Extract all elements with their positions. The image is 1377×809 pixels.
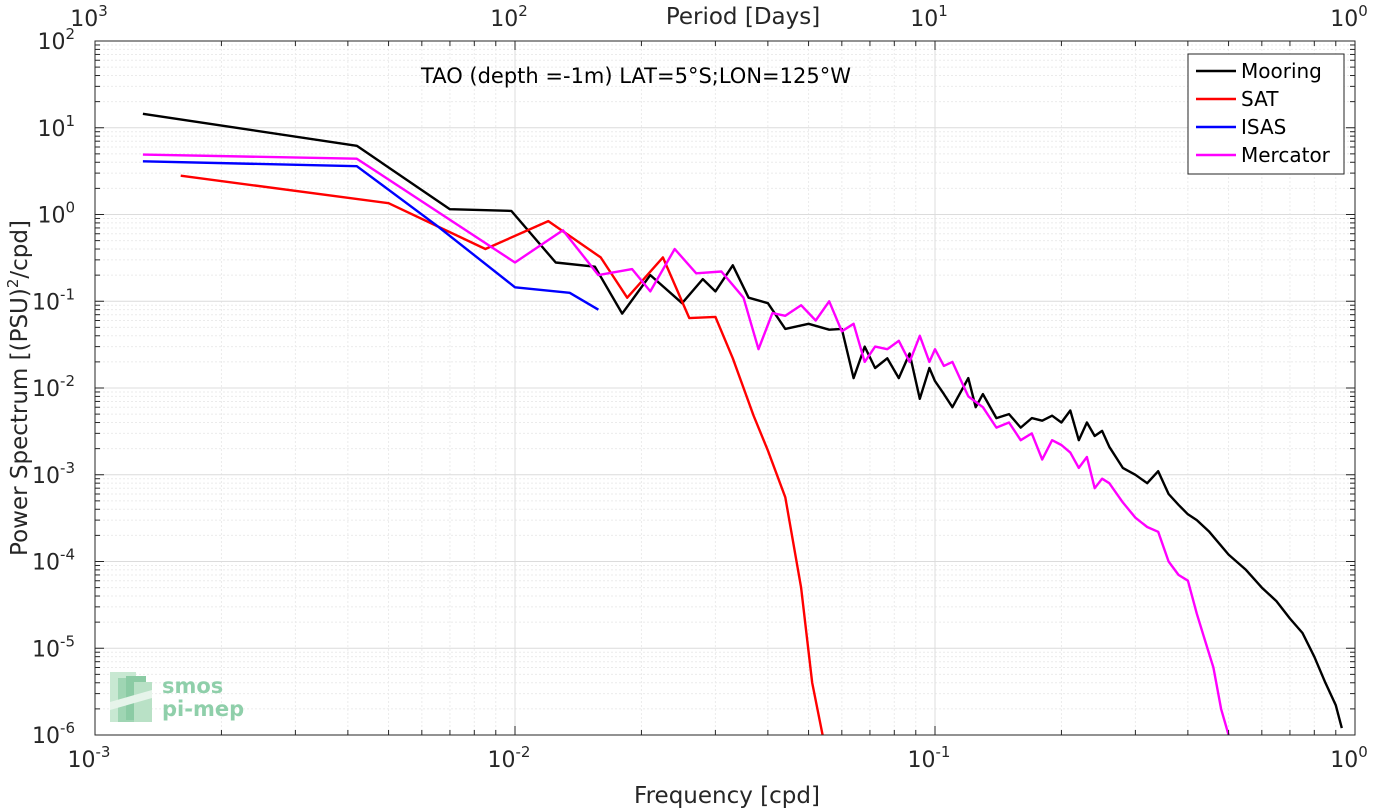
series-group [142, 112, 1343, 735]
y-tick-labels: 102 101 100 10-1 10-2 10-3 10-4 10-5 10-6 [32, 25, 75, 749]
legend: Mooring SAT ISAS Mercator [1187, 53, 1345, 175]
y-tick-label: 10-1 [32, 285, 75, 315]
series-line-sat [180, 174, 824, 735]
legend-label-mercator: Mercator [1241, 143, 1331, 167]
y-tick-label: 10-2 [32, 372, 75, 402]
y-tick-label: 10-3 [32, 459, 75, 489]
logo-text-smos: smos [162, 674, 223, 698]
y-axis-label: Power Spectrum [(PSU)2/cpd] [4, 220, 33, 556]
major-grid [94, 40, 1356, 736]
legend-label-mooring: Mooring [1241, 59, 1322, 83]
logo-mark-icon [110, 672, 152, 722]
x-tick-label: 100 [1330, 743, 1368, 773]
top-tick-labels: 103 102 101 100 [70, 2, 1368, 32]
x-tick-label: 10-1 [908, 743, 951, 773]
y-tick-label: 101 [37, 112, 75, 142]
y-tick-label: 100 [37, 199, 75, 229]
series-line-isas [142, 160, 600, 311]
y-axis-label-text: Power Spectrum [(PSU)2/cpd] [4, 220, 33, 556]
chart-title: TAO (depth =-1m) LAT=5°S;LON=125°W [420, 64, 851, 88]
x-tick-label: 10-2 [488, 743, 531, 773]
x-tick-labels: 10-3 10-2 10-1 100 [68, 743, 1368, 773]
top-axis-label: Period [Days] [666, 4, 820, 30]
y-tick-label: 10-6 [32, 719, 75, 749]
top-tick-label: 100 [1330, 2, 1368, 32]
top-tick-label: 101 [910, 2, 948, 32]
top-tick-label: 103 [70, 2, 108, 32]
y-tick-label: 102 [37, 25, 75, 55]
series-line-mercator [142, 153, 1230, 735]
legend-label-sat: SAT [1241, 87, 1279, 111]
x-axis-label: Frequency [cpd] [634, 783, 820, 809]
x-tick-label: 10-3 [68, 743, 111, 773]
y-tick-label: 10-4 [32, 546, 75, 576]
smos-pimep-logo: smos pi-mep [110, 672, 244, 722]
tick-marks [94, 40, 1356, 736]
minor-grid [95, 41, 1355, 735]
logo-text-pimep: pi-mep [162, 697, 244, 721]
legend-label-isas: ISAS [1241, 115, 1286, 139]
top-tick-label: 102 [490, 2, 528, 32]
y-tick-label: 10-5 [32, 632, 75, 662]
series-line-mooring [142, 112, 1343, 729]
